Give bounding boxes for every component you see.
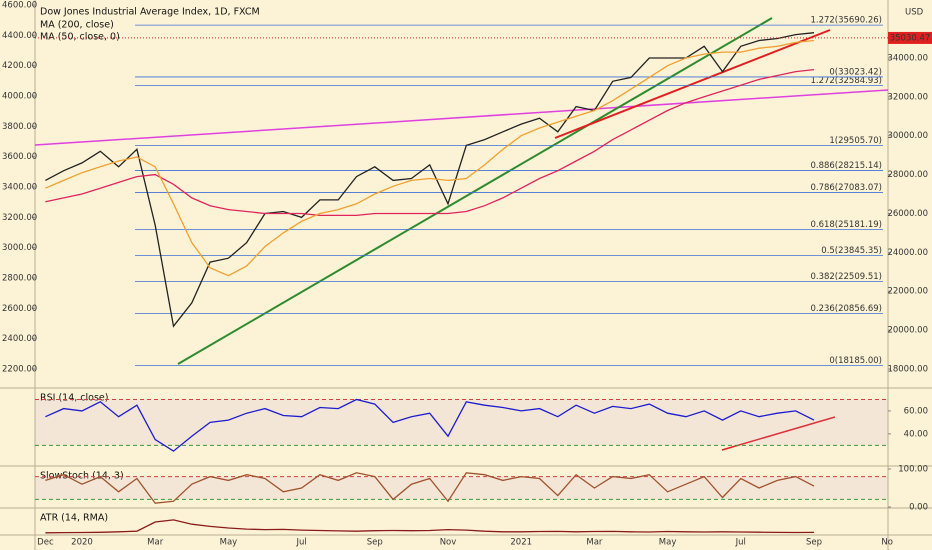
series-line bbox=[45, 472, 815, 504]
series-line bbox=[45, 519, 815, 534]
tick-label: 30000.00 bbox=[887, 131, 928, 141]
fib-label: 0(33023.42) bbox=[829, 67, 882, 77]
tick-label: 22000.00 bbox=[887, 287, 928, 297]
legend-entry: MA (50, close, 0) bbox=[40, 32, 120, 43]
x-tick-label: Nov bbox=[440, 538, 457, 548]
tick-label: 4200.00 bbox=[2, 61, 37, 71]
x-tick-label: Sep bbox=[806, 538, 822, 548]
tick-label: 40.00 bbox=[904, 429, 928, 439]
tick-label: 18000.00 bbox=[887, 365, 928, 375]
x-tick-label: 2020 bbox=[71, 538, 93, 548]
x-tick-label: Sep bbox=[367, 538, 383, 548]
tick-label: 26000.00 bbox=[887, 209, 928, 219]
tick-label: 3400.00 bbox=[2, 183, 37, 193]
tick-label: 100.00 bbox=[898, 465, 928, 475]
legend-entry: MA (200, close) bbox=[40, 20, 114, 31]
x-tick-label: Jul bbox=[735, 538, 746, 548]
tick-label: 28000.00 bbox=[887, 170, 928, 180]
series-line bbox=[45, 68, 815, 217]
tick-label: 4400.00 bbox=[2, 31, 37, 41]
panel-title: SlowStoch (14, 3) bbox=[40, 471, 124, 482]
tick-label: 4600.00 bbox=[2, 1, 37, 11]
fib-label: 0.382(22509.51) bbox=[810, 272, 882, 282]
chart-title: Dow Jones Industrial Average Index, 1D, … bbox=[40, 7, 260, 18]
fib-label: 1.272(32584.93) bbox=[810, 76, 882, 86]
tick-label: 2200.00 bbox=[2, 365, 37, 375]
x-tick-label: Mar bbox=[586, 538, 603, 548]
panel-title: ATR (14, RMA) bbox=[40, 513, 108, 524]
trend-lines bbox=[34, 17, 889, 451]
tick-label: 20000.00 bbox=[887, 326, 928, 336]
fib-label: 1.272(35690.26) bbox=[810, 16, 882, 26]
tick-label: 32000.00 bbox=[887, 92, 928, 102]
fib-label: 0.236(20856.69) bbox=[810, 304, 882, 314]
tick-label: 34000.00 bbox=[887, 53, 928, 63]
fib-label: 1(29505.70) bbox=[829, 136, 882, 146]
x-tick-label: No bbox=[881, 538, 893, 548]
tick-label: 0.00 bbox=[909, 503, 928, 513]
tick-label: 3800.00 bbox=[2, 122, 37, 132]
series-line bbox=[45, 39, 815, 277]
x-tick-label: 2021 bbox=[510, 538, 532, 548]
fib-label: 0.618(25181.19) bbox=[810, 220, 882, 230]
series-line bbox=[45, 398, 815, 452]
panel-title: RSI (14, close) bbox=[40, 393, 108, 404]
tick-label: 3200.00 bbox=[2, 213, 37, 223]
x-tick-label: May bbox=[220, 538, 238, 548]
x-tick-label: Mar bbox=[147, 538, 164, 548]
last-price-label: 35030.47 bbox=[890, 33, 931, 43]
tick-label: 24000.00 bbox=[887, 248, 928, 258]
fib-label: 0.886(28215.14) bbox=[810, 161, 882, 171]
tick-label: 2800.00 bbox=[2, 274, 37, 284]
last-price-box bbox=[888, 31, 932, 44]
x-tick-label: Jul bbox=[295, 538, 306, 548]
tick-label: 3000.00 bbox=[2, 243, 37, 253]
fib-label: 0.5(23845.35) bbox=[821, 246, 882, 256]
tick-label: 2600.00 bbox=[2, 304, 37, 314]
level-band bbox=[35, 399, 888, 446]
fib-label: 0.786(27083.07) bbox=[810, 183, 882, 193]
x-tick-label: Dec bbox=[37, 538, 54, 548]
fib-label: 0(18185.00) bbox=[829, 356, 882, 366]
currency: USD bbox=[905, 8, 924, 18]
level-band bbox=[35, 476, 888, 500]
tick-label: 60.00 bbox=[904, 406, 928, 416]
tick-label: 2400.00 bbox=[2, 334, 37, 344]
tick-label: 4000.00 bbox=[2, 92, 37, 102]
x-tick-label: May bbox=[659, 538, 677, 548]
tick-label: 3600.00 bbox=[2, 152, 37, 162]
